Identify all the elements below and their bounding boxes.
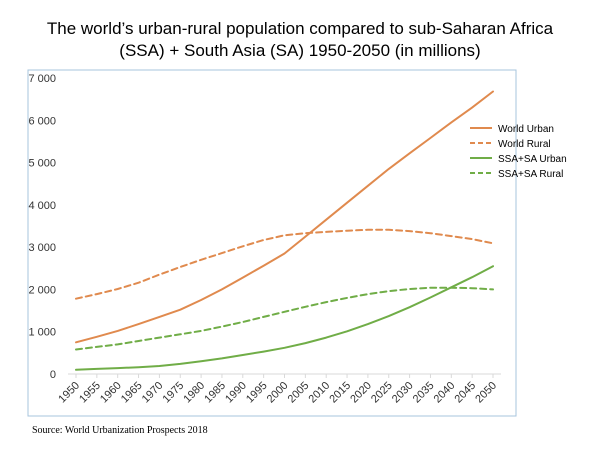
x-tick-label: 1980 (181, 380, 207, 406)
legend-label-ssa-sa-rural: SSA+SA Rural (498, 169, 563, 180)
y-tick-label: 0 (50, 369, 56, 381)
chart-title: The world’s urban-rural population compa… (0, 18, 600, 62)
x-tick-label: 1955 (77, 380, 103, 406)
series-line-world-rural (75, 228, 494, 300)
x-tick-label: 2045 (452, 380, 478, 406)
y-tick-label: 3 000 (28, 242, 56, 254)
x-tick-label: 1975 (161, 380, 187, 406)
x-tick-label: 2005 (286, 380, 312, 406)
legend-label-world-rural: World Rural (498, 139, 551, 150)
series-lines (75, 90, 494, 371)
x-tick-label: 1995 (244, 380, 270, 406)
x-tick-label: 2020 (348, 380, 374, 406)
series-line-ssa-sa-rural (75, 286, 494, 351)
x-tick-label: 1950 (56, 380, 82, 406)
y-tick-label: 6 000 (28, 115, 56, 127)
source-note: Source: World Urbanization Prospects 201… (32, 425, 208, 436)
y-tick-label: 2 000 (28, 284, 56, 296)
x-tick-label: 2025 (369, 380, 395, 406)
series-line-ssa-sa-urban (75, 265, 494, 371)
x-axis: 1950195519601965197019751980198519901995… (56, 373, 501, 406)
chart-title-line-1: The world’s urban-rural population compa… (46, 19, 554, 38)
chart-frame (27, 69, 517, 417)
legend-label-world-urban: World Urban (498, 124, 554, 135)
x-tick-label: 2050 (473, 380, 499, 406)
x-tick-label: 2015 (327, 380, 353, 406)
x-tick-label: 2010 (307, 380, 333, 406)
x-tick-label: 1990 (223, 380, 249, 406)
y-axis: 0 1 000 2 000 3 000 4 000 5 000 6 000 7 000 (28, 73, 56, 381)
legend: World Urban World Rural SSA+SA Urban SSA+SA… (470, 124, 567, 180)
y-tick-label: 4 000 (28, 200, 56, 212)
x-tick-label: 2000 (265, 380, 291, 406)
series-line-world-urban (75, 90, 494, 344)
y-tick-label: 7 000 (28, 73, 56, 85)
x-tick-label: 1985 (202, 380, 228, 406)
x-tick-label: 1960 (98, 380, 124, 406)
y-tick-label: 5 000 (28, 158, 56, 170)
y-tick-label: 1 000 (28, 327, 56, 339)
x-tick-label: 1970 (140, 380, 166, 406)
x-tick-label: 2030 (390, 380, 416, 406)
legend-label-ssa-sa-urban: SSA+SA Urban (498, 154, 567, 165)
x-tick-label: 1965 (119, 380, 145, 406)
x-tick-label: 2035 (411, 380, 437, 406)
chart-title-line-2: (SSA) + South Asia (SA) 1950-2050 (in mi… (119, 41, 481, 60)
x-tick-label: 2040 (432, 380, 458, 406)
